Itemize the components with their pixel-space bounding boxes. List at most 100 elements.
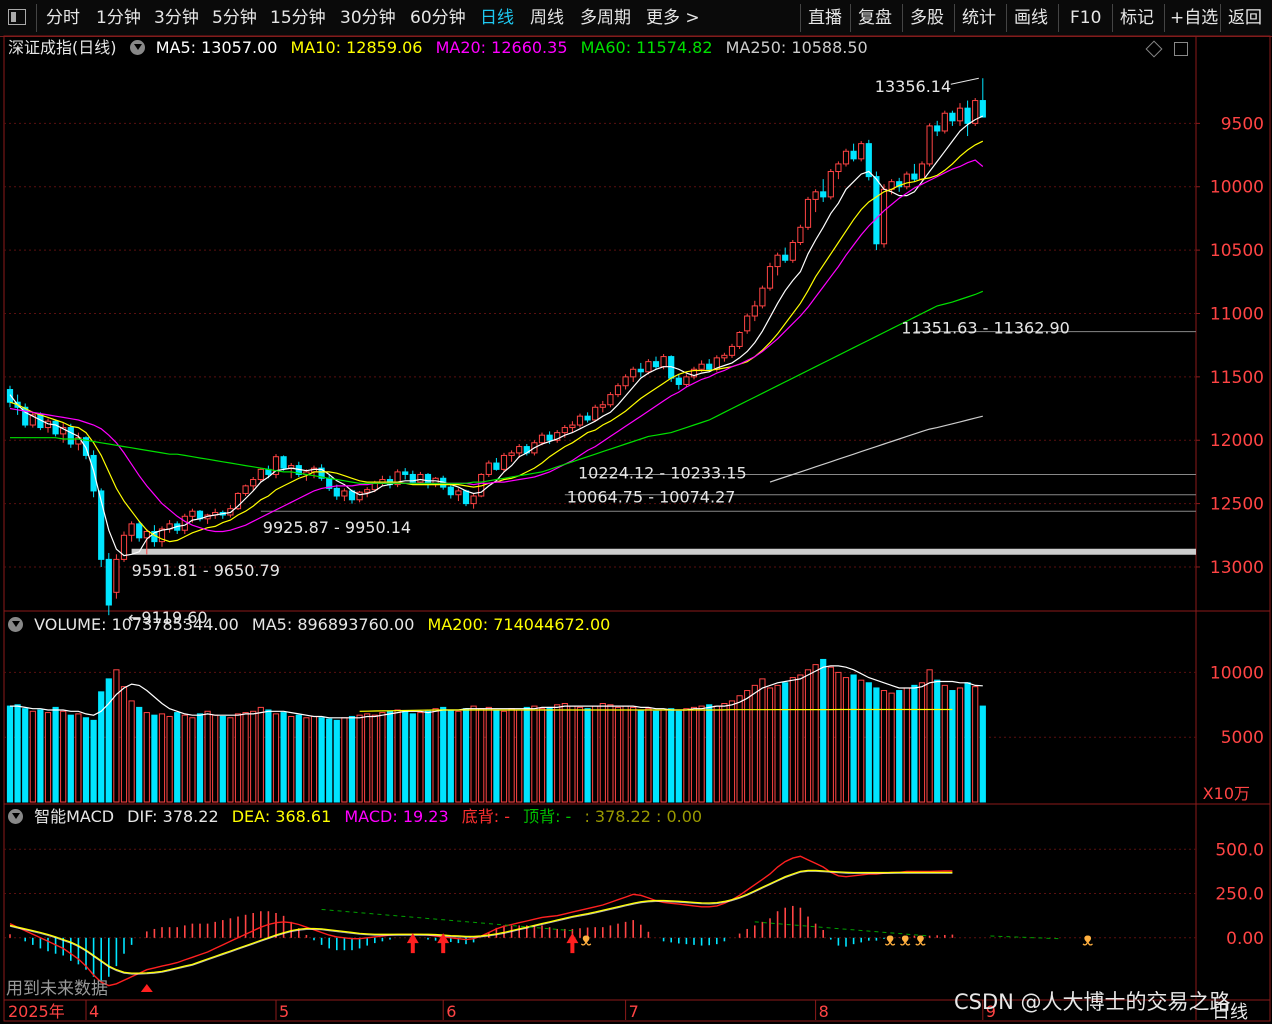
candle-body xyxy=(888,181,895,190)
candle-body xyxy=(174,523,181,531)
x-tick-label: 5 xyxy=(279,1002,289,1021)
candle-body xyxy=(143,530,150,539)
volume-unit-label: X10万 xyxy=(1203,784,1250,803)
divider xyxy=(36,4,37,32)
volume-bar xyxy=(75,713,82,803)
volume-bar xyxy=(660,709,667,803)
candle-body xyxy=(561,427,568,434)
candle-body xyxy=(82,437,90,456)
candle-body xyxy=(280,456,287,469)
volume-bar xyxy=(698,705,705,803)
candle-body xyxy=(128,523,135,536)
volume-bar xyxy=(645,708,652,803)
candle-body xyxy=(181,515,188,531)
macd-trend-line xyxy=(754,921,930,937)
more-menu[interactable]: 更多 > xyxy=(646,8,700,28)
tab-15min[interactable]: 15分钟 xyxy=(270,8,326,28)
candle-body xyxy=(386,479,394,486)
tab-intraday[interactable]: 分时 xyxy=(46,8,80,28)
candle-body xyxy=(470,495,477,505)
gap-label: 10224.12 - 10233.15 xyxy=(578,463,747,482)
window-toggle-icon[interactable] xyxy=(1174,42,1188,56)
volume-bar xyxy=(964,682,971,803)
volume-bar xyxy=(614,706,622,803)
panel-toggle-icon[interactable] xyxy=(8,9,26,25)
candle-body xyxy=(941,112,948,132)
stats-button[interactable]: 统计 xyxy=(962,8,996,28)
volume-bar xyxy=(842,677,850,803)
tab-30min[interactable]: 30分钟 xyxy=(340,8,396,28)
volume-y-tick-label: 10000 xyxy=(1210,663,1264,683)
dropdown-icon[interactable] xyxy=(8,617,23,632)
ma-line-ma5 xyxy=(9,115,984,557)
tab-3min[interactable]: 3分钟 xyxy=(154,8,199,28)
volume-bar xyxy=(782,682,789,803)
volume-bar xyxy=(789,677,796,803)
candle-body xyxy=(242,485,249,494)
multi-stock-button[interactable]: 多股 xyxy=(910,8,944,28)
candle-body xyxy=(668,356,675,379)
candle-body xyxy=(318,467,325,479)
divider xyxy=(954,4,955,32)
volume-bar xyxy=(820,658,827,803)
volume-bar xyxy=(356,714,363,803)
candle-body xyxy=(873,176,880,245)
x-tick-label: 6 xyxy=(446,1002,456,1021)
candle-body xyxy=(736,332,743,347)
dropdown-icon[interactable] xyxy=(129,40,145,55)
candle-body xyxy=(44,420,52,429)
diamond-icon[interactable] xyxy=(1145,40,1163,58)
y-tick-label: 9500 xyxy=(1221,114,1264,134)
volume-bar xyxy=(478,708,485,803)
volume-bar xyxy=(721,703,728,803)
volume-bar xyxy=(52,706,59,803)
volume-bar xyxy=(417,712,424,803)
tab-60min[interactable]: 60分钟 xyxy=(410,8,466,28)
tab-weekly[interactable]: 周线 xyxy=(530,8,564,28)
ma20-label: MA20: 12660.35 xyxy=(435,38,568,57)
buy-signal-arrow-icon xyxy=(437,933,450,954)
candle-body xyxy=(797,226,804,244)
candle-body xyxy=(394,471,401,486)
candle-body xyxy=(348,490,356,501)
replay-button[interactable]: 复盘 xyxy=(858,8,892,28)
volume-bar xyxy=(926,669,933,803)
tab-multi-period[interactable]: 多周期 xyxy=(580,8,631,28)
divider xyxy=(850,4,851,32)
candle-body xyxy=(645,361,652,373)
volume-bar xyxy=(736,695,743,803)
draw-button[interactable]: 画线 xyxy=(1014,8,1048,28)
dropdown-icon[interactable] xyxy=(8,809,23,824)
candle-body xyxy=(60,427,67,435)
live-button[interactable]: 直播 xyxy=(808,8,842,28)
mark-button[interactable]: 标记 xyxy=(1120,8,1154,28)
high-arrow xyxy=(950,77,979,85)
candle-body xyxy=(926,125,933,165)
candle-body xyxy=(751,305,758,317)
gap-label: 10064.75 - 10074.27 xyxy=(567,488,736,507)
tab-5min[interactable]: 5分钟 xyxy=(212,8,257,28)
volume-ma200: MA200: 714044672.00 xyxy=(427,615,611,634)
volume-bar xyxy=(516,709,523,803)
tab-1min[interactable]: 1分钟 xyxy=(96,8,141,28)
back-button[interactable]: 返回 xyxy=(1228,8,1262,28)
f10-button[interactable]: F10 xyxy=(1070,8,1102,28)
volume-bar xyxy=(14,704,21,803)
candle-body xyxy=(52,420,59,435)
volume-bar xyxy=(462,708,470,803)
volume-bar xyxy=(607,704,614,803)
volume-bar xyxy=(668,708,675,803)
macd-line-dif xyxy=(9,855,953,987)
candle-body xyxy=(759,287,766,307)
add-watchlist-button[interactable]: +自选 xyxy=(1170,8,1219,28)
volume-bar xyxy=(128,700,135,803)
candle-body xyxy=(706,363,713,370)
tab-daily[interactable]: 日线 xyxy=(480,8,514,28)
volume-bar xyxy=(37,709,44,803)
volume-bar xyxy=(956,687,964,803)
volume-bar xyxy=(341,717,348,803)
macd-value: MACD: 19.23 xyxy=(344,807,449,826)
volume-bar xyxy=(759,678,766,803)
ma60-label: MA60: 11574.82 xyxy=(580,38,713,57)
volume-bar xyxy=(219,715,226,803)
